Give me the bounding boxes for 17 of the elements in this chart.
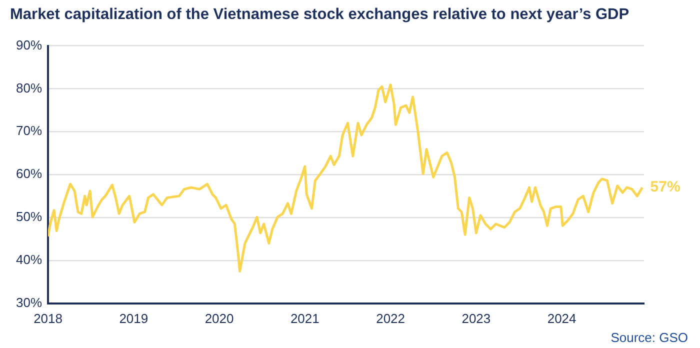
y-tick-label: 90% xyxy=(16,37,42,52)
chart-title: Market capitalization of the Vietnamese stock exchanges relative to next year’s GDP xyxy=(10,6,630,24)
x-tick-label: 2023 xyxy=(462,310,491,326)
x-tick-label: 2022 xyxy=(376,310,405,326)
x-tick-label: 2024 xyxy=(547,310,576,326)
y-tick-label: 40% xyxy=(16,252,42,268)
x-tick-label: 2019 xyxy=(119,310,148,326)
annotation: 57% xyxy=(650,178,680,196)
x-tick-label: 2021 xyxy=(290,310,320,326)
x-tick-label: 2018 xyxy=(34,310,62,326)
y-tick-label: 70% xyxy=(16,123,42,138)
y-tick-label: 30% xyxy=(16,294,42,310)
y-tick-label: 50% xyxy=(16,209,42,224)
x-tick-label: 2020 xyxy=(204,310,234,326)
y-tick-label: 60% xyxy=(16,166,42,182)
y-tick-label: 80% xyxy=(16,80,42,96)
source-note: Source: GSO xyxy=(610,330,688,345)
